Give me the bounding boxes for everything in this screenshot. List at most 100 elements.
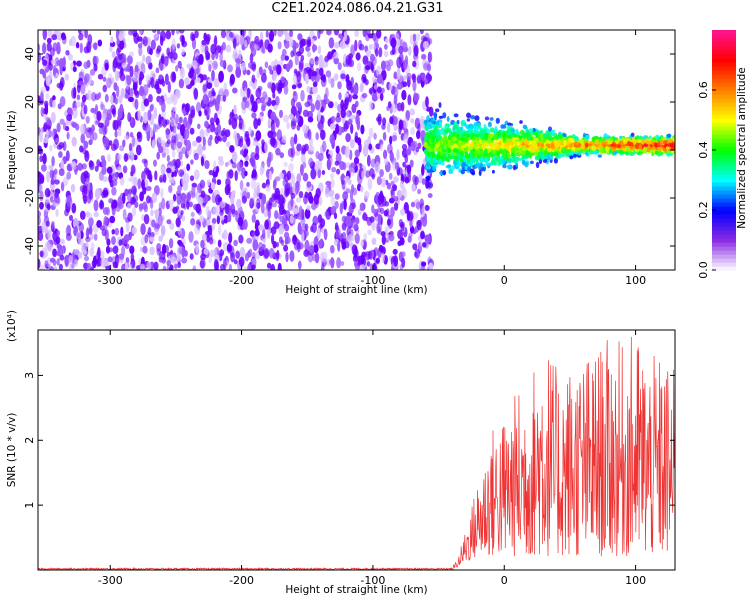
spectrogram-cell: [359, 202, 366, 212]
spectrogram-cell: [80, 133, 86, 144]
spectrogram-cell: [334, 160, 340, 166]
spectrogram-cell: [328, 154, 333, 167]
spectrogram-cell: [94, 165, 99, 172]
spectrogram-cell: [416, 75, 422, 84]
spectrogram-cell: [124, 92, 131, 100]
spectrogram-cell: [111, 186, 117, 196]
spectrogram-cell: [55, 208, 59, 218]
y-tick-label: 2: [23, 437, 36, 444]
spectrogram-cell: [190, 211, 195, 218]
spectrogram-cell: [574, 136, 580, 142]
colorbar-segment: [712, 34, 736, 39]
spectrogram-cell: [116, 85, 120, 98]
spectrogram-cell: [208, 64, 212, 72]
spectrogram-cell: [368, 88, 373, 95]
colorbar-segment: [712, 234, 736, 239]
spectrogram-cell: [363, 232, 368, 242]
spectrogram-cell: [195, 136, 202, 143]
spectrogram-cell: [515, 128, 519, 135]
spectrogram-cell: [40, 106, 45, 117]
colorbar-segment: [712, 186, 736, 191]
spectrogram-cell: [240, 62, 246, 71]
spectrogram-cell: [483, 148, 488, 155]
colorbar-segment: [712, 246, 736, 251]
spectrogram-cell: [393, 86, 399, 99]
spectrogram-cell: [60, 181, 65, 192]
spectrogram-cell: [316, 227, 321, 240]
spectrogram-cell: [563, 140, 567, 147]
spectrogram-cell: [64, 208, 69, 217]
spectrogram-cell: [178, 151, 183, 161]
spectrogram-cell: [311, 254, 318, 262]
spectrogram-cell: [264, 219, 269, 230]
spectrogram-cell: [393, 123, 398, 132]
spectrogram-cell: [334, 225, 340, 232]
spectrogram-cell: [178, 116, 183, 124]
spectrogram-cell: [206, 179, 211, 187]
spectrogram-cell: [630, 132, 635, 137]
spectrogram-cell: [120, 91, 124, 99]
spectrogram-cell: [464, 152, 470, 159]
colorbar-segment: [712, 74, 736, 79]
spectrogram-cell: [126, 54, 133, 65]
spectrogram-cell: [251, 112, 257, 119]
spectrogram-cell: [438, 121, 442, 127]
spectrogram-cell: [155, 67, 160, 74]
spectrogram-cell: [93, 211, 99, 218]
spectrogram-cell: [39, 155, 43, 163]
y-tick-label: -40: [23, 237, 36, 255]
spectrogram-cell: [327, 75, 332, 84]
spectrogram-cell: [193, 152, 199, 161]
spectrogram-cell: [345, 54, 351, 66]
spectrogram-cell: [394, 161, 400, 171]
spectrogram-cell: [122, 208, 127, 221]
spectrogram-cell: [307, 128, 312, 141]
spectrogram-cell: [672, 136, 675, 142]
colorbar-segment: [712, 254, 736, 259]
spectrogram-cell: [396, 102, 403, 112]
spectrogram-cell: [295, 101, 302, 109]
spectrogram-cell: [71, 136, 77, 147]
spectrogram-cell: [502, 164, 507, 169]
spectrogram-cell: [354, 131, 359, 142]
spectrogram-cell: [89, 233, 94, 240]
spectrogram-cell: [488, 133, 493, 140]
spectrogram-cell: [87, 33, 93, 45]
spectrogram-cell: [399, 180, 404, 190]
spectrogram-cell: [227, 64, 233, 73]
spectrogram-cell: [186, 121, 191, 130]
spectrogram-cell: [655, 134, 660, 140]
colorbar-segment: [712, 222, 736, 227]
spectrogram-cell: [77, 162, 83, 172]
spectrogram-cell: [54, 137, 60, 144]
spectrogram-cell: [386, 218, 391, 227]
spectrogram-cell: [253, 187, 259, 194]
spectrogram-cell: [86, 212, 93, 219]
spectrogram-cell: [86, 262, 91, 270]
spectrogram-cell: [341, 222, 347, 231]
spectrogram-cell: [360, 263, 365, 270]
spectrogram-cell: [89, 68, 96, 76]
spectrogram-cell: [336, 168, 341, 175]
spectrogram-cell: [172, 193, 177, 202]
spectrogram-cell: [371, 204, 375, 214]
spectrogram-cell: [290, 136, 295, 148]
spectrogram-cell: [125, 221, 130, 233]
spectrogram-cell: [232, 38, 237, 49]
x-tick-label: -300: [98, 274, 123, 287]
spectrogram-cell: [321, 140, 327, 153]
spectrogram-cell: [317, 109, 321, 122]
spectrogram-cell: [342, 161, 347, 171]
spectrogram-cell: [365, 250, 370, 261]
spectrogram-cell: [153, 107, 158, 119]
spectrogram-cell: [115, 257, 120, 264]
spectrogram-cell: [522, 132, 527, 139]
spectrogram-cell: [286, 121, 290, 130]
spectrogram-cell: [49, 169, 55, 179]
spectrogram-cell: [360, 253, 365, 265]
colorbar-segment: [712, 210, 736, 215]
colorbar-segment: [712, 38, 736, 43]
spectrogram-cell: [176, 43, 181, 49]
spectrogram-cell: [408, 232, 413, 238]
spectrogram-cell: [246, 191, 250, 199]
